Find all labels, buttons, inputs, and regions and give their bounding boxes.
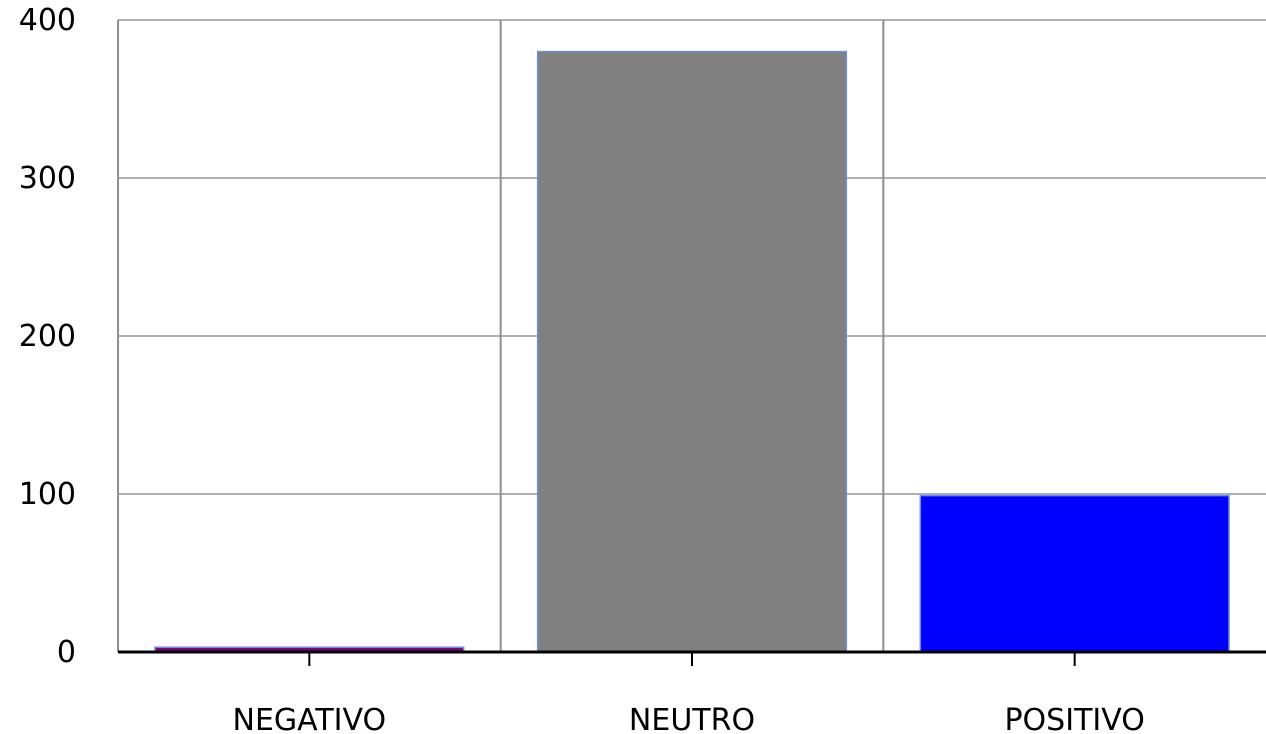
bar-neutro	[536, 50, 848, 653]
bar-positivo	[919, 494, 1230, 653]
x-tick-label-negativo: NEGATIVO	[233, 703, 387, 734]
y-tick-label-200: 200	[19, 319, 76, 354]
axes	[118, 650, 1266, 666]
y-tick-label-300: 300	[19, 161, 76, 196]
y-tick-label-400: 400	[19, 3, 76, 38]
x-tick-label-positivo: POSITIVO	[1004, 703, 1144, 734]
bars	[154, 50, 1230, 653]
tick-labels: 0 100 200 300 400 NEGATIVO NEUTRO POSITIVO	[19, 3, 1145, 734]
x-tick-label-neutro: NEUTRO	[629, 703, 755, 734]
y-tick-label-0: 0	[57, 635, 76, 670]
y-tick-label-100: 100	[19, 477, 76, 512]
